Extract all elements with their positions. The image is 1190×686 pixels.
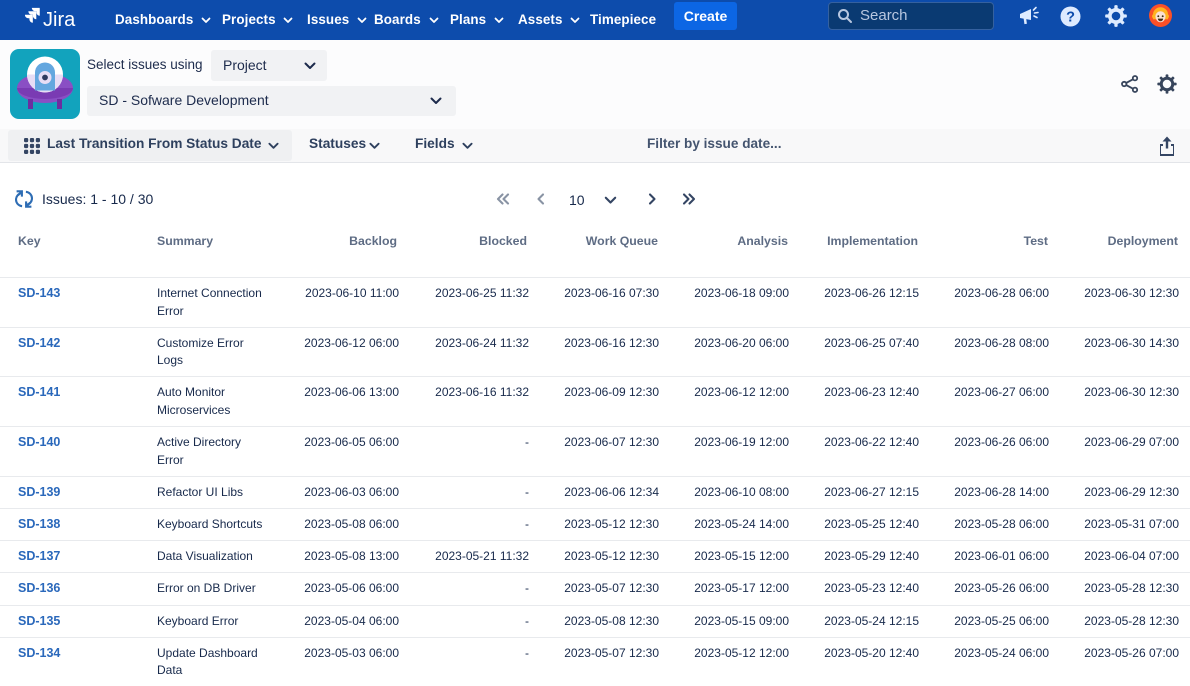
- svg-text:?: ?: [1066, 10, 1075, 26]
